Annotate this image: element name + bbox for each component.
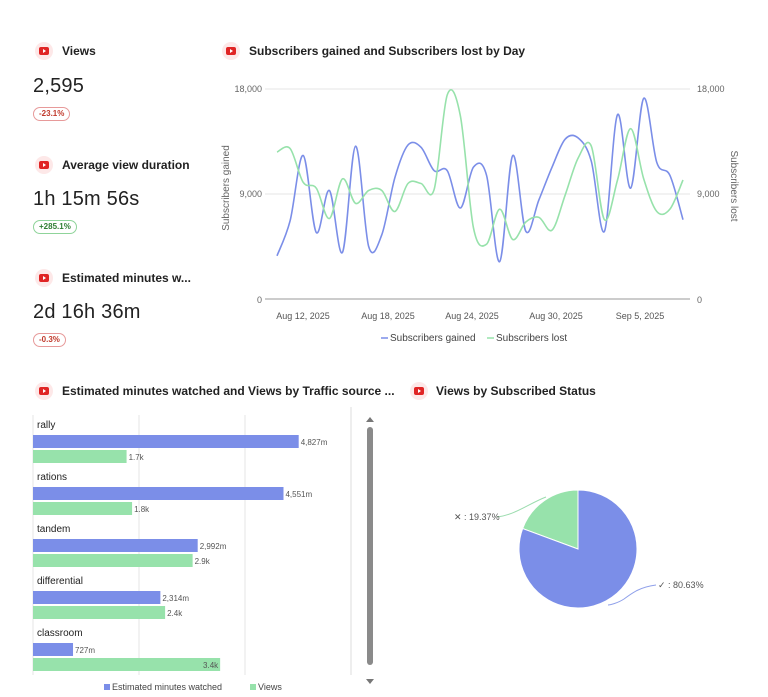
x-tick-label: Aug 18, 2025 [361,311,415,321]
pie-slice-subscribed [518,489,638,609]
series-line-subscribers-lost [276,89,684,247]
youtube-icon [35,156,53,174]
category-label: rations [37,472,67,483]
y2-tick-label: 18,000 [697,84,725,94]
y2-tick-label: 0 [697,295,702,305]
x-tick-label: Sep 5, 2025 [616,311,665,321]
bar-data-label: 1.7k [129,453,145,462]
x-tick-label: Aug 24, 2025 [445,311,499,321]
bar-minutes-watched [33,643,74,656]
bar-data-label: 2.9k [195,557,211,566]
y-tick-label: 0 [257,295,262,305]
scroll-up-arrow-icon[interactable] [366,417,374,422]
bar-views [33,554,193,567]
bar-chart-title: Estimated minutes watched and Views by T… [62,384,395,398]
bar-minutes-watched [33,539,198,552]
legend-label: Views [258,682,282,692]
line-chart: 18,000 9,000 0 18,000 9,000 0 Subscriber… [221,84,739,344]
x-tick-label: Aug 12, 2025 [276,311,330,321]
category-label: classroom [37,628,83,639]
change-badge: +285.1% [33,220,77,234]
bar-views [33,658,221,671]
scrollbar-thumb[interactable] [367,427,373,665]
bar-data-label: 4,551m [285,490,312,499]
legend-label: Subscribers gained [390,333,476,344]
bar-data-label: 4,827m [301,438,328,447]
youtube-icon [222,42,240,60]
category-label: differential [37,576,83,587]
y2-axis-label: Subscribers lost [728,150,739,221]
bar-views [33,450,127,463]
bar-minutes-watched [33,435,299,448]
pie-chart: ✕ : 19.37% ✓ : 80.63% [454,489,704,609]
youtube-icon [35,382,53,400]
pie-label-not-subscribed: ✕ : 19.37% [454,512,500,522]
y2-tick-label: 9,000 [697,189,720,199]
bar-chart: rally 4,827m 1.7k rations 4,551m 1.8k tandem 2,… [32,407,352,692]
metric-value: 1h 15m 56s [33,188,140,210]
bar-minutes-watched [33,487,284,500]
series-line-subscribers-gained [276,97,684,263]
youtube-icon [35,269,53,287]
pie-label-subscribed: ✓ : 80.63% [658,580,704,590]
metric-value: 2,595 [33,75,85,97]
leader-line [496,496,547,518]
scroll-down-arrow-icon[interactable] [366,679,374,684]
change-badge: -23.1% [33,107,71,121]
y-tick-label: 9,000 [239,189,262,199]
legend-label: Estimated minutes watched [112,682,222,692]
legend-label: Subscribers lost [496,333,567,344]
bar-data-label: 1.8k [134,505,150,514]
bar-data-label: 2.4k [167,609,183,618]
category-label: tandem [37,524,70,535]
bar-data-label: 3.4k [203,661,219,670]
legend-swatch-minutes [104,684,110,690]
bar-minutes-watched [33,591,161,604]
pie-slice-not-subscribed [522,489,579,550]
metric-value: 2d 16h 36m [33,301,141,323]
y-axis-label: Subscribers gained [221,145,232,231]
youtube-icon [35,42,53,60]
bar-data-label: 2,992m [200,542,227,551]
legend-swatch-views [250,684,256,690]
line-chart-title: Subscribers gained and Subscribers lost … [249,44,526,58]
change-badge: -0.3% [33,333,66,347]
bar-views [33,606,166,619]
pie-chart-title: Views by Subscribed Status [436,384,596,398]
y-tick-label: 18,000 [234,84,262,94]
bar-views [33,502,133,515]
x-tick-label: Aug 30, 2025 [529,311,583,321]
category-label: rally [37,420,55,431]
metric-title: Average view duration [62,158,190,172]
bar-data-label: 727m [75,646,95,655]
bar-data-label: 2,314m [162,594,189,603]
leader-line [607,584,657,606]
metric-title: Views [62,44,96,58]
metric-title: Estimated minutes w... [62,271,191,285]
youtube-icon [410,382,428,400]
